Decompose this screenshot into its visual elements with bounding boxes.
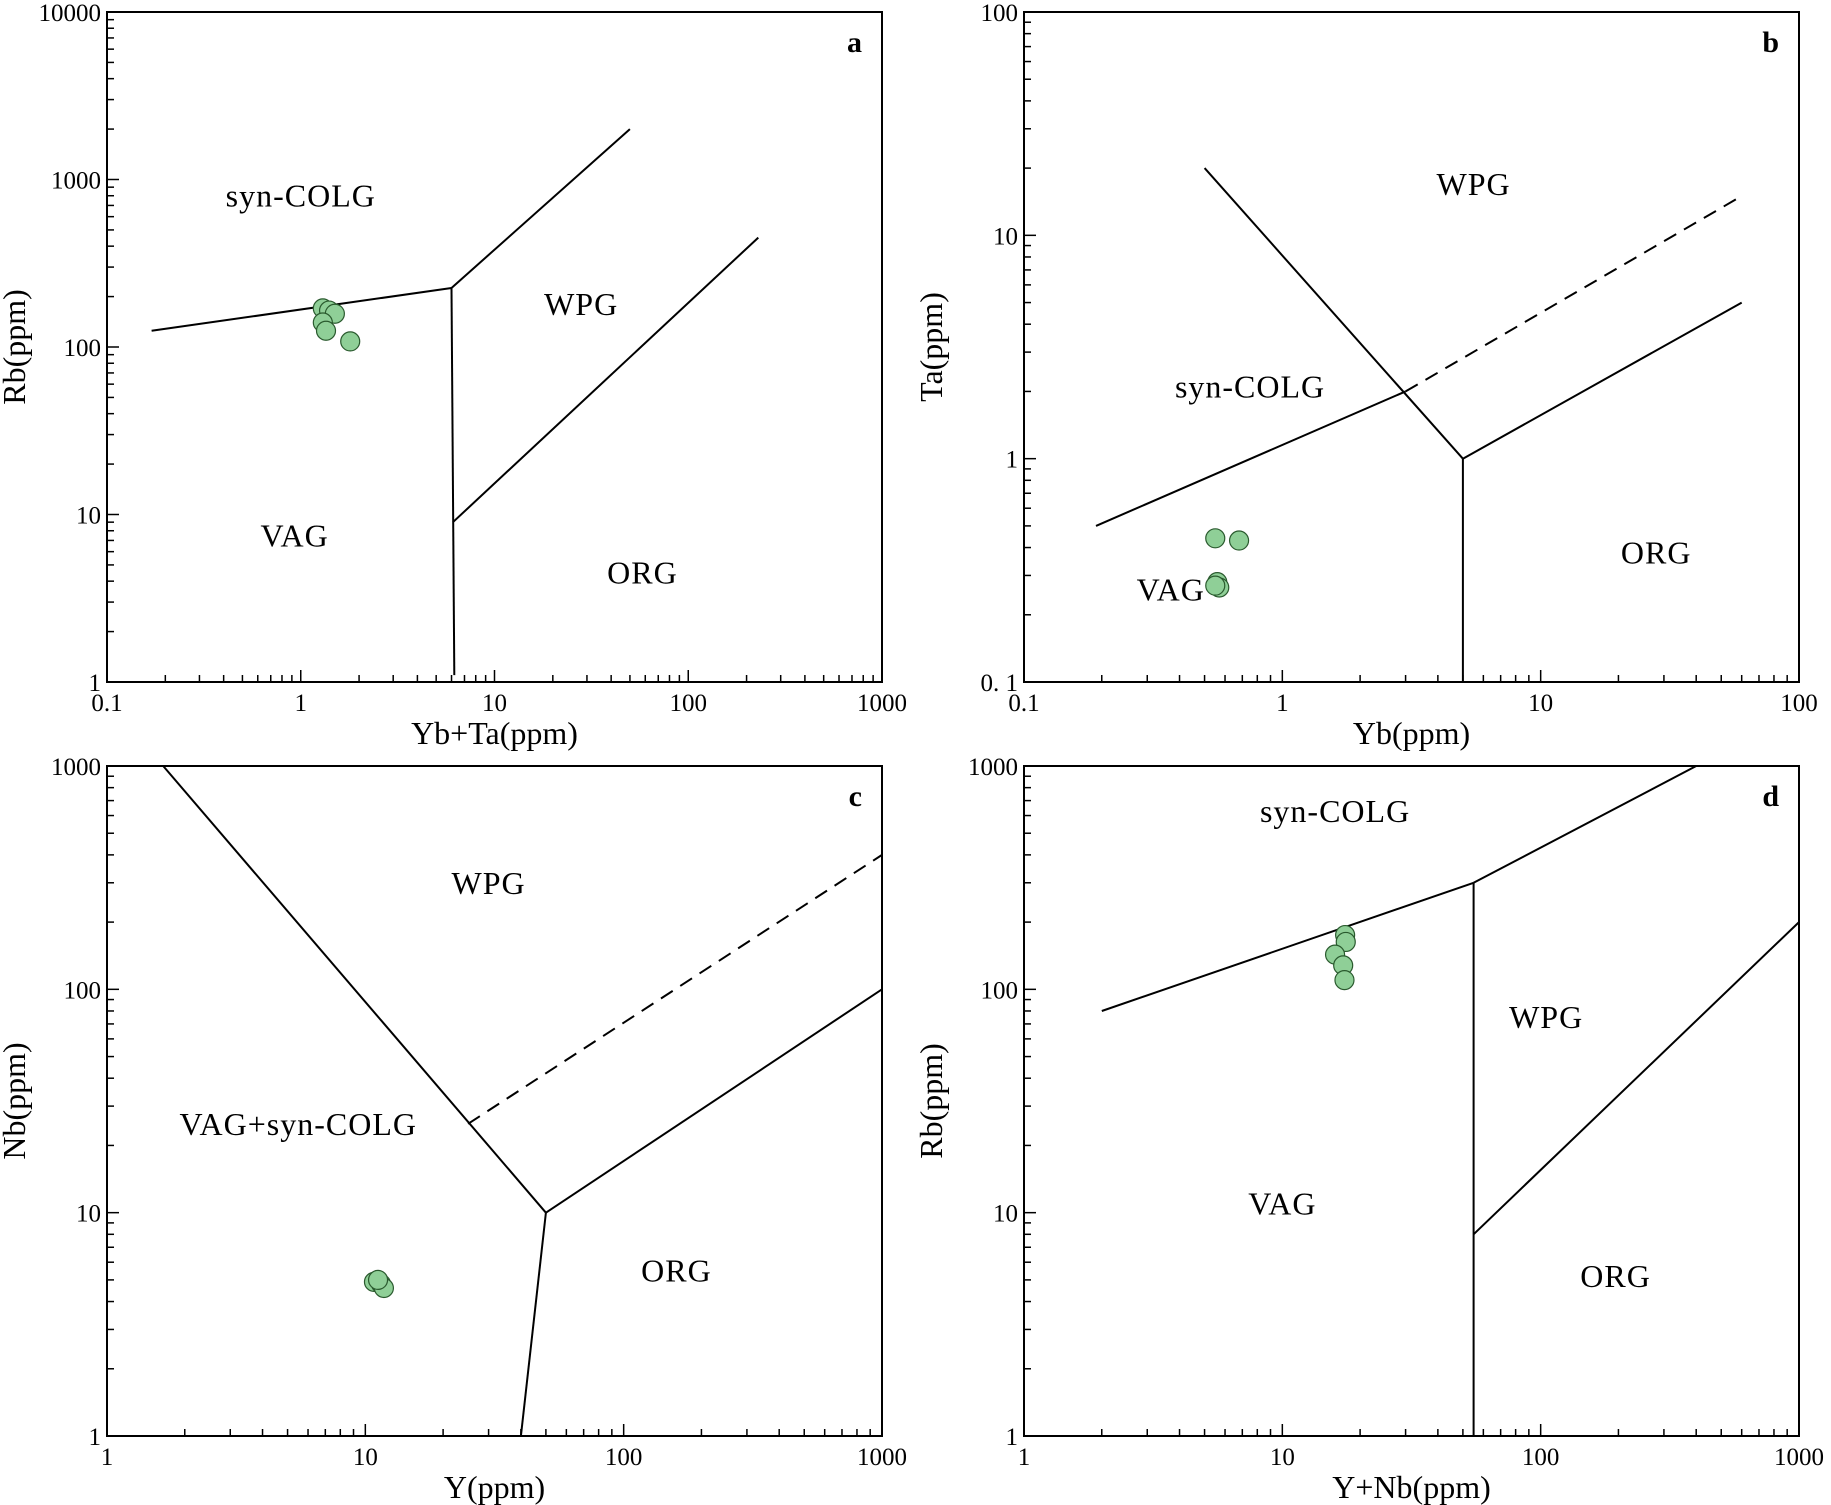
- y-tick-label: 1000: [51, 168, 101, 195]
- y-tick-label: 100: [981, 0, 1019, 27]
- dashed-boundary-line: [1405, 195, 1743, 393]
- region-label: WPG: [1509, 999, 1583, 1035]
- data-point: [1334, 969, 1355, 991]
- panel-a: 0.1 1 10 100 1000110100100010000Yb+Ta(ppm)Rb…: [0, 0, 907, 751]
- panel-label: c: [849, 780, 862, 813]
- x-tick-label: 100: [1780, 690, 1818, 717]
- boundary-line: [1462, 301, 1743, 460]
- y-tick-label: 1: [1006, 447, 1019, 474]
- boundary-line: [162, 765, 547, 1214]
- y-tick-label: 1000: [51, 754, 101, 781]
- plot-frame: [1023, 765, 1800, 1437]
- x-tick-label: 1: [1018, 1444, 1031, 1471]
- y-tick-label: 100: [64, 335, 102, 362]
- y-tick-label: 0. 1: [981, 670, 1019, 697]
- region-label: VAG: [261, 517, 329, 553]
- data-point: [340, 331, 361, 352]
- y-tick-label: 1: [1006, 1424, 1019, 1451]
- plot-frame: [106, 11, 883, 683]
- region-label: WPG: [452, 865, 526, 901]
- panel-d: 1 10 100 1000 1 10 100 1000 Y+Nb(ppm) Rb(ppm) d syn…: [913, 754, 1824, 1505]
- boundary-line: [1203, 167, 1464, 460]
- y-tick-label: 10: [993, 1201, 1018, 1228]
- x-tick-label: 100: [1522, 1444, 1560, 1471]
- boundary-line: [452, 236, 759, 523]
- data-point: [1205, 575, 1226, 596]
- y-tick-label: 100: [64, 977, 102, 1004]
- panel-label: d: [1762, 780, 1779, 813]
- region-label: VAG: [1137, 571, 1205, 607]
- x-axis-title: Y+Nb(ppm): [1332, 1469, 1490, 1505]
- x-tick-label: 1: [295, 690, 308, 717]
- y-tick-label: 10: [76, 1201, 101, 1228]
- x-tick-label: 1: [1276, 690, 1289, 717]
- x-axis-title: Y(ppm): [444, 1469, 545, 1505]
- x-tick-label: 1000: [857, 1444, 907, 1471]
- x-tick-label: 1000: [1774, 1444, 1824, 1471]
- plot-frame: [1023, 11, 1800, 683]
- y-tick-label: 1: [89, 1424, 102, 1451]
- panel-label: b: [1762, 26, 1779, 59]
- boundary-line: [450, 128, 631, 289]
- y-tick-label: 100: [981, 977, 1019, 1004]
- data-point: [367, 1269, 389, 1290]
- panel-b: 0.1 1 10 100 0. 1 1 10 100 Yb(ppm) Ta(ppm) b WPG syn…: [913, 0, 1818, 751]
- x-tick-label: 10: [353, 1444, 378, 1471]
- y-axis-title: Nb(ppm): [0, 1042, 32, 1159]
- region-label: ORG: [1580, 1258, 1651, 1294]
- x-tick-label: 10: [1528, 690, 1553, 717]
- data-point: [315, 320, 337, 341]
- x-tick-label: 10: [1270, 1444, 1295, 1471]
- x-tick-label: 0.1: [1008, 690, 1039, 717]
- boundary-line: [545, 988, 883, 1214]
- y-tick-label: 1: [89, 670, 102, 697]
- x-tick-label: 10: [482, 690, 507, 717]
- region-label: ORG: [641, 1253, 712, 1289]
- plot-frame: [106, 765, 883, 1437]
- y-axis-title: Rb(ppm): [0, 289, 32, 405]
- data-point: [1205, 528, 1226, 549]
- x-axis-title: Yb(ppm): [1353, 715, 1470, 751]
- region-label: WPG: [1437, 166, 1511, 202]
- region-label: ORG: [1621, 535, 1692, 571]
- boundary-line: [450, 287, 456, 676]
- x-tick-label: 1: [101, 1444, 114, 1471]
- panel-label: a: [847, 26, 862, 59]
- data-point: [1228, 530, 1250, 551]
- boundary-line: [519, 1212, 547, 1437]
- y-tick-label: 10: [993, 223, 1018, 250]
- x-tick-label: 100: [670, 690, 708, 717]
- region-label: VAG: [1248, 1185, 1316, 1221]
- y-tick-label: 10: [76, 503, 101, 530]
- x-tick-label: 0.1: [91, 690, 122, 717]
- boundary-line: [1095, 390, 1406, 527]
- boundary-line: [151, 287, 452, 332]
- region-label: VAG+syn-COLG: [180, 1106, 417, 1142]
- y-axis-title: Rb(ppm): [913, 1043, 949, 1159]
- x-tick-label: 100: [605, 1444, 643, 1471]
- y-axis-title: Ta(ppm): [913, 292, 949, 402]
- x-tick-label: 1000: [857, 690, 907, 717]
- region-label: syn-COLG: [226, 178, 376, 214]
- region-label: syn-COLG: [1175, 369, 1325, 405]
- y-tick-label: 10000: [39, 0, 102, 27]
- x-axis-title: Yb+Ta(ppm): [411, 715, 578, 751]
- region-label: syn-COLG: [1260, 793, 1410, 829]
- y-tick-label: 1000: [968, 754, 1018, 781]
- region-label: WPG: [544, 286, 618, 322]
- dashed-boundary-line: [467, 854, 883, 1125]
- region-label: ORG: [607, 555, 678, 591]
- boundary-line: [1101, 881, 1474, 1012]
- boundary-line: [1472, 921, 1800, 1236]
- panel-c: 1 10 100 1000 1 10 100 1000 Y(ppm) Nb(ppm) c WPG VAG…: [0, 754, 907, 1505]
- boundary-line: [1473, 765, 1697, 884]
